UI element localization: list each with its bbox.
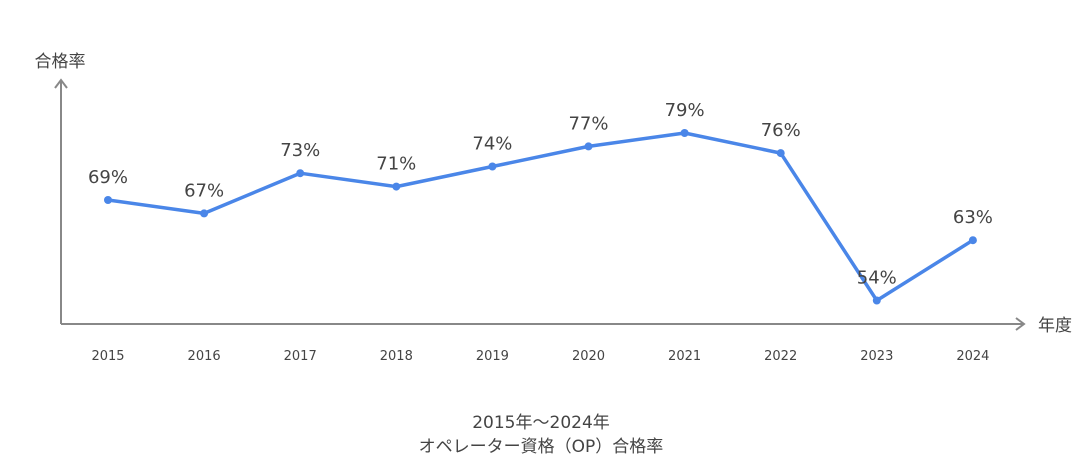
- data-point: [872, 296, 881, 305]
- x-tick-label: 2022: [764, 349, 797, 364]
- x-tick-label: 2017: [284, 349, 317, 364]
- data-label: 77%: [568, 113, 608, 134]
- x-tick-label: 2023: [860, 349, 893, 364]
- data-point: [776, 149, 785, 158]
- x-tick-label: 2018: [380, 349, 413, 364]
- data-label: 69%: [88, 167, 128, 188]
- data-point: [968, 236, 977, 245]
- x-tick-label: 2024: [956, 349, 989, 364]
- data-label: 76%: [761, 120, 801, 141]
- data-label: 74%: [472, 134, 512, 155]
- data-label: 54%: [857, 268, 897, 289]
- data-point: [392, 182, 401, 191]
- chart-title: 2015年〜2024年: [472, 413, 610, 433]
- chart-subtitle: オペレーター資格（OP）合格率: [418, 437, 664, 457]
- x-axis-arrow-icon: [1015, 317, 1026, 331]
- data-point: [488, 162, 497, 171]
- data-point: [296, 169, 305, 178]
- data-label: 73%: [280, 140, 320, 161]
- y-axis-arrow-icon: [54, 78, 68, 89]
- x-tick-label: 2020: [572, 349, 605, 364]
- data-label: 79%: [665, 100, 705, 121]
- x-tick-label: 2015: [91, 349, 124, 364]
- data-label: 63%: [953, 207, 993, 228]
- data-point: [584, 142, 593, 151]
- data-label: 71%: [376, 154, 416, 175]
- data-point: [200, 209, 209, 218]
- series-line: [107, 131, 974, 303]
- x-tick-label: 2016: [188, 349, 221, 364]
- y-axis-label: 合格率: [35, 52, 86, 72]
- x-axis-label: 年度: [1038, 316, 1072, 336]
- data-label: 67%: [184, 180, 224, 201]
- x-tick-label: 2021: [668, 349, 701, 364]
- x-tick-label: 2019: [476, 349, 509, 364]
- data-point: [104, 196, 112, 204]
- data-point: [680, 129, 689, 137]
- axes: [54, 78, 1026, 331]
- line-chart: 合格率 年度 69% 2015 67% 2016 73% 2017 71% 2018 74% 20…: [35, 52, 1073, 364]
